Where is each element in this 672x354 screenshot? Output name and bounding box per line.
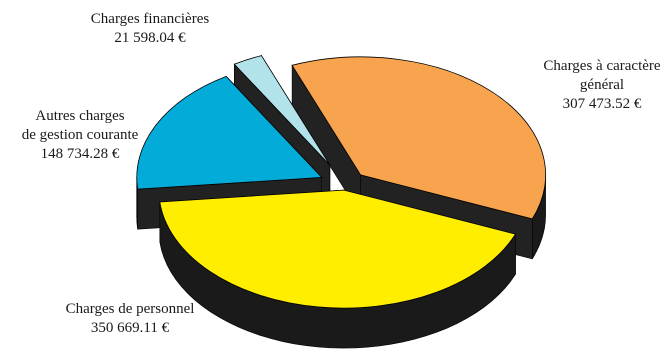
- slice-label-charges-de-personnel: Charges de personnel: [66, 301, 195, 317]
- slice-charges-de-personnel: [159, 189, 517, 309]
- slice-label-charges-financieres: Charges financières: [91, 11, 210, 27]
- slice-autres-charges-de-gestion-courante: [136, 75, 323, 190]
- data-label-charges-a-caractere-general: Charges à caractère général 307 473.52 €: [543, 58, 660, 112]
- slice-value-autres-charges-de-gestion-courante: 148 734.28 €: [41, 146, 120, 162]
- data-label-autres-charges-de-gestion-courante: Autres charges de gestion courante 148 734…: [22, 108, 139, 162]
- data-label-charges-de-personnel: Charges de personnel 350 669.11 €: [66, 301, 195, 336]
- slice-value-charges-de-personnel: 350 669.11 €: [91, 320, 170, 336]
- data-label-charges-financieres: Charges financières 21 598.04 €: [91, 11, 210, 46]
- slice-label-charges-a-caractere-general: Charges à caractère: [543, 58, 660, 74]
- slice-charges-financieres: [233, 55, 331, 166]
- slice-label-autres-charges-de-gestion-courante: de gestion courante: [22, 127, 139, 143]
- slice-value-charges-financieres: 21 598.04 €: [114, 30, 186, 46]
- slice-label-autres-charges-de-gestion-courante: Autres charges: [35, 108, 124, 124]
- slice-charges-a-caractere-general: [291, 56, 546, 220]
- pie-labels: Charges à caractère général 307 473.52 €Ch…: [22, 11, 661, 336]
- slice-value-charges-a-caractere-general: 307 473.52 €: [563, 96, 642, 112]
- pie-slices: [136, 55, 546, 309]
- slice-label-charges-a-caractere-general: général: [580, 77, 624, 93]
